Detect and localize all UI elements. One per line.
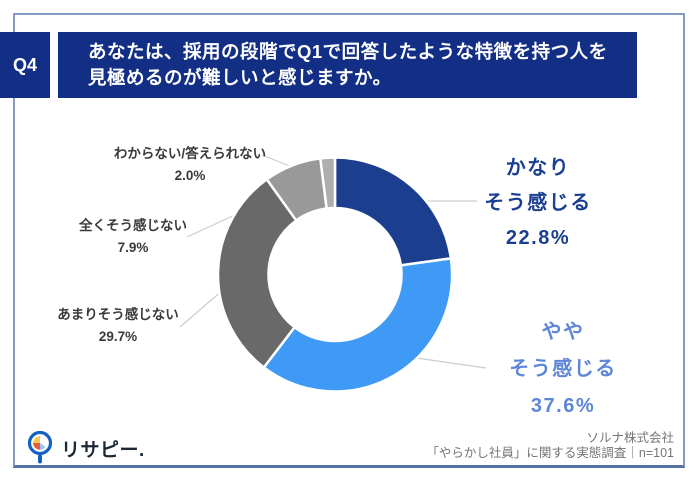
- callout-amari-label: あまりそう感じない: [57, 307, 179, 322]
- callout-kanari-label-line2: そう感じる: [484, 192, 592, 214]
- donut-segments: [216, 156, 454, 393]
- callout-kanari-label-line1: かなり: [505, 157, 571, 179]
- logo-pie-blue-slice: [40, 443, 46, 450]
- risapi-logo: リサピー.: [26, 428, 145, 468]
- callout-yaya-pct: 37.6%: [530, 395, 596, 417]
- magnifier-handle-icon: [38, 454, 42, 464]
- risapi-logo-icon: [27, 430, 53, 464]
- callout-yaya-label-line2: そう感じる: [509, 358, 617, 380]
- question-number: Q4: [12, 54, 37, 75]
- question-number-box: Q4: [0, 32, 50, 98]
- donut-segment: [262, 257, 454, 393]
- logo-pie-yellow-slice: [33, 436, 40, 443]
- question-banner: あなたは、採用の段階でQ1で回答したような特徴を持つ人を 見極めるのが難しいと感…: [58, 32, 637, 98]
- question-text-line2: 見極めるのが難しいと感じますか。: [88, 67, 392, 88]
- callout-kanari: かなり そう感じる 22.8%: [484, 151, 592, 256]
- question-text-line1: あなたは、採用の段階でQ1で回答したような特徴を持つ人を: [88, 41, 608, 62]
- callout-wakaranai-label: わからない/答えられない: [113, 146, 267, 161]
- donut-segment: [319, 156, 337, 210]
- logo-pie-red-slice: [33, 443, 40, 450]
- credit-company: ソルナ株式会社: [586, 431, 674, 445]
- risapi-logo-text: リサピー.: [61, 439, 145, 461]
- callout-amari: あまりそう感じない 29.7%: [57, 304, 179, 348]
- callout-wakaranai-pct: 2.0%: [174, 168, 206, 183]
- callout-kanari-pct: 22.8%: [505, 227, 571, 249]
- donut-segment: [333, 156, 453, 267]
- callout-amari-pct: 29.7%: [98, 329, 138, 344]
- callout-yaya: やや そう感じる 37.6%: [509, 314, 617, 425]
- callout-yaya-label-line1: やや: [541, 321, 585, 343]
- callout-mattaku-pct: 7.9%: [117, 240, 149, 255]
- donut-segment: [216, 178, 298, 369]
- callout-mattaku-label: 全くそう感じない: [79, 218, 187, 233]
- callout-mattaku: 全くそう感じない 7.9%: [79, 215, 187, 259]
- credit-survey-info: 「やらかし社員」に関する実態調査｜n=101: [426, 446, 674, 460]
- survey-credits: ソルナ株式会社 「やらかし社員」に関する実態調査｜n=101: [426, 431, 674, 461]
- callout-wakaranai: わからない/答えられない 2.0%: [114, 143, 266, 187]
